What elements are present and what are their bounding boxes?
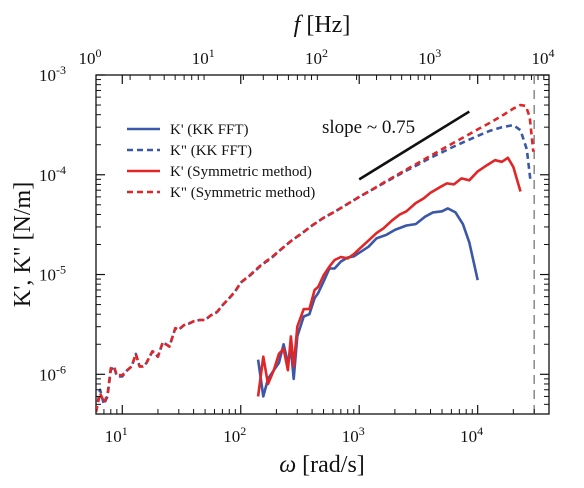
x-tick-label-2: 103	[342, 424, 365, 446]
top-tick-exp: 1	[209, 46, 215, 60]
x-axis-label-unit: [rad/s]	[296, 452, 365, 478]
top-tick-exp: 0	[96, 46, 102, 60]
top-axis-label: f [Hz]	[294, 12, 351, 38]
top-tick-label-0: 100	[79, 46, 102, 68]
x-tick-label-3: 104	[460, 424, 483, 446]
legend-label-3: K" (Symmetric method)	[170, 185, 315, 201]
x-tick-label-0: 101	[105, 424, 128, 446]
x-tick-exp: 4	[477, 424, 483, 438]
legend-label-1: K" (KK FFT)	[170, 143, 252, 159]
annotations: slope ~ 0.75	[322, 110, 470, 181]
x-tick-base: 10	[342, 427, 359, 446]
y-tick-exp: -6	[56, 362, 66, 376]
y-tick-label-1: 10-5	[39, 263, 66, 285]
top-tick-label-3: 103	[418, 46, 441, 68]
y-tick-base: 10	[39, 266, 56, 285]
top-tick-base: 10	[532, 49, 549, 68]
x-tick-exp: 2	[240, 424, 246, 438]
legend: K' (KK FFT) K" (KK FFT) K' (Symmetric meth…	[127, 122, 315, 201]
slope-label: slope ~ 0.75	[322, 117, 415, 138]
y-tick-label-0: 10-6	[39, 362, 66, 384]
y-tick-base: 10	[39, 166, 56, 185]
series-group	[96, 103, 535, 413]
series-line-0	[256, 207, 479, 398]
legend-label-2: K' (Symmetric method)	[170, 164, 312, 180]
legend-label-0: K' (KK FFT)	[170, 122, 249, 138]
series-line-3	[96, 103, 535, 413]
y-tick-exp: -3	[56, 63, 66, 77]
top-tick-base: 10	[79, 49, 96, 68]
x-tick-base: 10	[105, 427, 122, 446]
x-tick-base: 10	[223, 427, 240, 446]
top-tick-label-4: 104	[532, 46, 555, 68]
x-axis-label-symbol: ω	[279, 452, 296, 478]
top-tick-base: 10	[192, 49, 209, 68]
x-tick-exp: 1	[122, 424, 128, 438]
series-line-1	[96, 123, 532, 413]
series-layer	[96, 75, 535, 414]
top-tick-base: 10	[418, 49, 435, 68]
x-axis-label: ω [rad/s]	[279, 452, 365, 478]
y-tick-label-3: 10-3	[39, 63, 66, 85]
top-axis-label-unit: [Hz]	[300, 12, 350, 38]
top-tick-base: 10	[305, 49, 322, 68]
y-tick-label-2: 10-4	[39, 163, 66, 185]
y-tick-base: 10	[39, 365, 56, 384]
top-tick-label-2: 102	[305, 46, 328, 68]
slope-line	[358, 110, 470, 181]
top-tick-exp: 4	[549, 46, 555, 60]
y-axis-label: K', K" [N/m]	[10, 182, 36, 307]
x-tick-label-1: 102	[223, 424, 246, 446]
y-tick-base: 10	[39, 66, 56, 85]
y-tick-exp: -5	[56, 263, 66, 277]
x-tick-exp: 3	[359, 424, 365, 438]
x-tick-base: 10	[460, 427, 477, 446]
top-tick-exp: 3	[435, 46, 441, 60]
y-tick-exp: -4	[56, 163, 66, 177]
series-line-2	[256, 156, 522, 397]
top-tick-label-1: 101	[192, 46, 215, 68]
top-axis-label-symbol: f	[294, 12, 304, 38]
top-tick-exp: 2	[322, 46, 328, 60]
